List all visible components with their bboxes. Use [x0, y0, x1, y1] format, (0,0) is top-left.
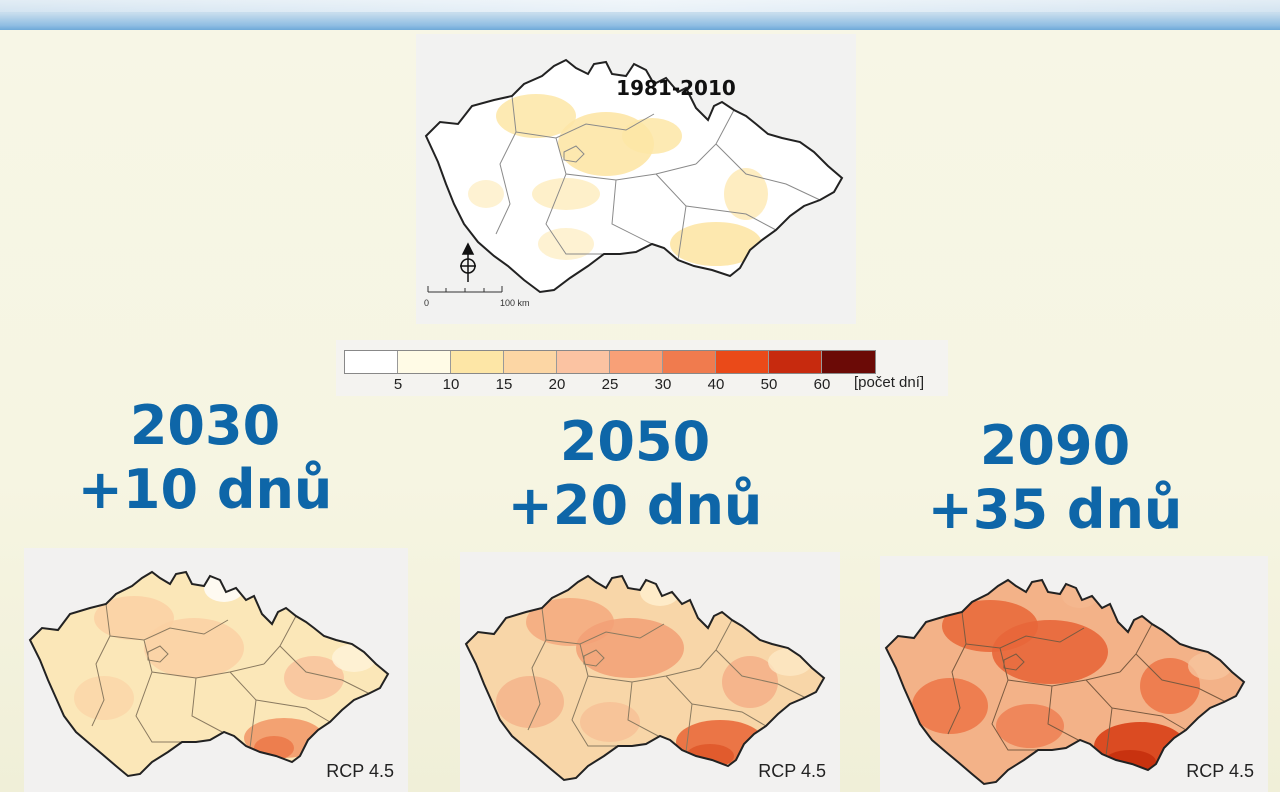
window-header-bar — [0, 0, 1280, 30]
projection-2090-scenario: RCP 4.5 — [1186, 761, 1254, 781]
baseline-map-panel: 1981-2010 0 100 km — [416, 34, 856, 324]
projection-2030-map — [24, 548, 408, 792]
legend-swatch — [716, 351, 769, 373]
projection-2090-heat-areas — [912, 584, 1232, 774]
legend-swatch — [822, 351, 875, 373]
legend-swatch — [557, 351, 610, 373]
legend-tick-label: 25 — [601, 376, 619, 393]
projection-2090-heading: 2090 +35 dnů — [890, 414, 1220, 542]
projection-2030-heat-areas — [74, 574, 376, 760]
projection-2050-year: 2050 — [559, 410, 711, 473]
legend-tick-label: 20 — [548, 376, 566, 393]
legend-tick-label: 15 — [495, 376, 513, 393]
legend-tick-label: 50 — [760, 376, 778, 393]
projection-2030-year: 2030 — [129, 394, 281, 457]
north-arrow-icon — [460, 242, 476, 282]
projection-2090-map — [880, 556, 1268, 792]
legend-tick-label: 10 — [442, 376, 460, 393]
projection-2050-heading: 2050 +20 dnů — [470, 410, 800, 538]
legend-swatch — [451, 351, 504, 373]
projection-2030-scenario: RCP 4.5 — [326, 761, 394, 781]
legend-swatch — [663, 351, 716, 373]
projection-2050-change: +20 dnů — [507, 474, 763, 537]
projection-2090-region-borders — [947, 611, 1227, 757]
projection-2050-region-borders — [527, 607, 807, 753]
projection-2030-map-panel: RCP 4.5 — [24, 548, 408, 792]
projection-2050-scenario: RCP 4.5 — [758, 761, 826, 781]
projection-2050-map-panel: RCP 4.5 — [460, 552, 840, 792]
legend-tick-label: 30 — [654, 376, 672, 393]
legend-color-bar — [344, 350, 876, 374]
legend-swatch — [345, 351, 398, 373]
projection-2030-change: +10 dnů — [77, 458, 333, 521]
legend-swatch — [398, 351, 451, 373]
legend-tick-label: 60 — [813, 376, 831, 393]
projection-2030-heading: 2030 +10 dnů — [40, 394, 370, 522]
legend-swatch — [610, 351, 663, 373]
scale-end-label: 100 km — [500, 298, 530, 308]
scale-start-label: 0 — [424, 298, 430, 308]
projection-2030-region-borders — [91, 603, 371, 749]
projection-2090-change: +35 dnů — [927, 478, 1183, 541]
legend-tick-label: 5 — [393, 376, 403, 393]
color-legend: 5 10 15 20 25 30 40 50 60 [počet dní] — [336, 340, 948, 396]
legend-tick-label: 40 — [707, 376, 725, 393]
baseline-period-title: 1981-2010 — [616, 76, 736, 100]
legend-unit-label: [počet dní] — [854, 374, 925, 391]
header-highlight — [0, 0, 1280, 12]
legend-swatch — [769, 351, 822, 373]
legend-swatch — [504, 351, 557, 373]
baseline-map — [416, 34, 856, 324]
scale-bar — [427, 286, 503, 293]
projection-2090-map-panel: RCP 4.5 — [880, 556, 1268, 792]
baseline-region-borders — [495, 95, 821, 261]
projection-2090-year: 2090 — [979, 414, 1131, 477]
projection-2050-map — [460, 552, 840, 792]
